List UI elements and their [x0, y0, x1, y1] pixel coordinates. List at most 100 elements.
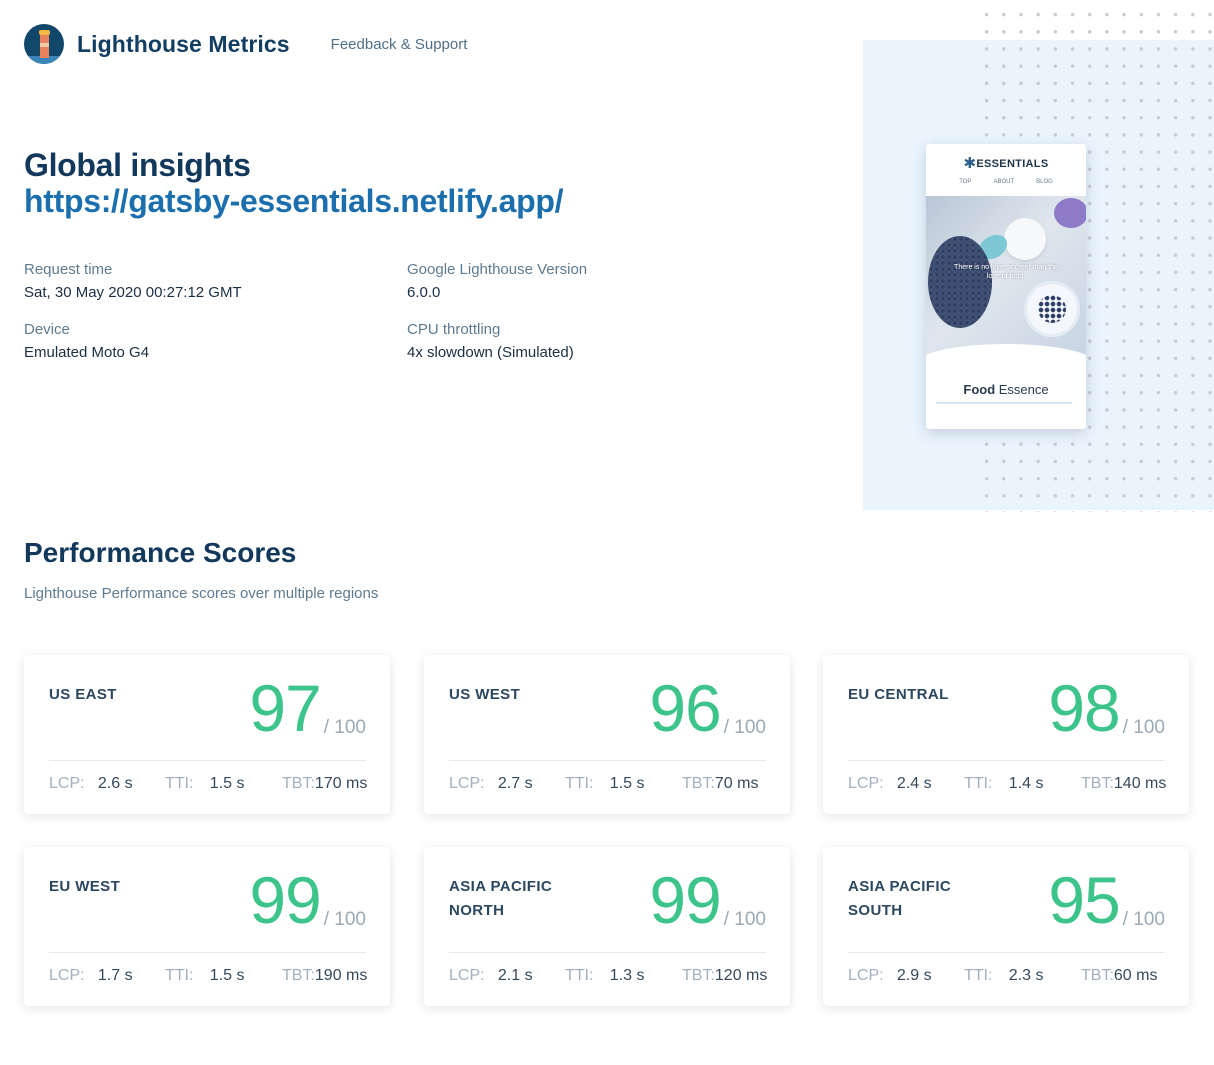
- metric-tbt: TBT:140 ms: [1081, 775, 1166, 793]
- metric-lcp: LCP: 2.9 s: [848, 967, 932, 985]
- lighthouse-version-value: 6.0.0: [407, 284, 441, 301]
- metric-value: 1.5 s: [209, 967, 245, 984]
- preview-nav-top: TOP: [959, 179, 972, 185]
- metric-lcp: LCP: 1.7 s: [49, 967, 133, 985]
- metric-value: 60 ms: [1113, 967, 1158, 984]
- region-name: US EAST: [49, 686, 117, 703]
- metric-lcp: LCP: 2.1 s: [449, 967, 533, 985]
- metric-value: 1.7 s: [97, 967, 133, 984]
- preview-nav-about: ABOUT: [993, 179, 1015, 185]
- request-time: Request time Sat, 30 May 2020 00:27:12 G…: [24, 261, 384, 301]
- metric-tbt: TBT:120 ms: [682, 967, 768, 985]
- score: 96/ 100: [649, 675, 766, 741]
- brand-title[interactable]: Lighthouse Metrics: [77, 30, 290, 57]
- performance-subtitle: Lighthouse Performance scores over multi…: [24, 585, 379, 602]
- card-divider: [848, 760, 1165, 761]
- metric-tbt: TBT:70 ms: [682, 775, 759, 793]
- score-card[interactable]: ASIA PACIFIC SOUTH 95/ 100 LCP: 2.9 s TTI: 2.3…: [823, 847, 1189, 1006]
- metric-tti: TTI: 1.4 s: [964, 775, 1043, 793]
- score-max: / 100: [323, 717, 366, 738]
- preview-nav-blog: BLOG: [1036, 179, 1053, 185]
- score-value: 95: [1048, 863, 1120, 937]
- card-divider: [449, 952, 766, 953]
- metric-label: LCP:: [848, 967, 884, 984]
- preview-hero-image: There is no love sincerer than the love …: [926, 196, 1086, 366]
- metric-value: 1.5 s: [209, 775, 245, 792]
- site-screenshot-preview: ✱ESSENTIALS TOP ABOUT BLOG There is no l…: [926, 144, 1086, 429]
- region-name: ASIA PACIFIC SOUTH: [848, 878, 952, 919]
- metric-label: LCP:: [449, 967, 485, 984]
- request-time-value: Sat, 30 May 2020 00:27:12 GMT: [24, 284, 242, 301]
- metric-value: 1.3 s: [609, 967, 645, 984]
- metric-label: TBT:: [1081, 775, 1114, 792]
- preview-tagline: There is no love sincerer than the love …: [954, 264, 1058, 280]
- region-name: ASIA PACIFIC NORTH: [449, 878, 553, 919]
- lighthouse-logo-icon[interactable]: [24, 24, 64, 64]
- score: 99/ 100: [249, 867, 366, 933]
- score-card[interactable]: EU WEST 99/ 100 LCP: 1.7 s TTI: 1.5 s TBT:190 …: [24, 847, 390, 1006]
- feedback-support-link[interactable]: Feedback & Support: [330, 35, 468, 53]
- cpu-throttling-label: CPU throttling: [407, 321, 501, 338]
- metric-value: 2.1 s: [497, 967, 533, 984]
- metric-label: TTI:: [165, 967, 194, 984]
- metric-value: 70 ms: [714, 775, 759, 792]
- region-name: EU CENTRAL: [848, 686, 949, 703]
- metric-value: 2.6 s: [97, 775, 133, 792]
- metric-tbt: TBT:170 ms: [282, 775, 368, 793]
- metric-value: 2.3 s: [1008, 967, 1044, 984]
- metric-label: LCP:: [49, 775, 85, 792]
- metric-lcp: LCP: 2.6 s: [49, 775, 133, 793]
- device-label: Device: [24, 321, 70, 338]
- score-value: 97: [249, 671, 321, 745]
- preview-site-name: ✱ESSENTIALS: [963, 155, 1049, 172]
- cpu-throttling: CPU throttling 4x slowdown (Simulated): [407, 321, 767, 361]
- score-max: / 100: [1122, 717, 1165, 738]
- score-card[interactable]: US EAST 97/ 100 LCP: 2.6 s TTI: 1.5 s TBT:170 …: [24, 655, 390, 814]
- metric-value: 120 ms: [714, 967, 768, 984]
- score-max: / 100: [1122, 909, 1165, 930]
- score-card[interactable]: US WEST 96/ 100 LCP: 2.7 s TTI: 1.5 s TBT:70 m…: [424, 655, 790, 814]
- score-card[interactable]: ASIA PACIFIC NORTH 99/ 100 LCP: 2.1 s TTI: 1.3…: [424, 847, 790, 1006]
- metric-tbt: TBT:190 ms: [282, 967, 367, 985]
- device: Device Emulated Moto G4: [24, 321, 384, 361]
- region-name: EU WEST: [49, 878, 121, 895]
- metric-tti: TTI: 1.5 s: [165, 967, 244, 985]
- metric-label: TBT:: [282, 967, 315, 984]
- score-value: 96: [649, 671, 721, 745]
- score-value: 99: [249, 863, 321, 937]
- site-header: Lighthouse Metrics Feedback & Support: [24, 24, 467, 64]
- performance-title: Performance Scores: [24, 537, 297, 568]
- lighthouse-version-label: Google Lighthouse Version: [407, 261, 588, 278]
- metric-value: 2.9 s: [896, 967, 932, 984]
- metric-label: TBT:: [682, 967, 715, 984]
- metric-value: 2.4 s: [896, 775, 932, 792]
- metric-value: 2.7 s: [497, 775, 533, 792]
- audited-url-link[interactable]: https://gatsby-essentials.netlify.app/: [24, 183, 564, 219]
- metric-lcp: LCP: 2.7 s: [449, 775, 533, 793]
- score-card[interactable]: EU CENTRAL 98/ 100 LCP: 2.4 s TTI: 1.4 s TBT:1…: [823, 655, 1189, 814]
- metric-value: 170 ms: [314, 775, 368, 792]
- metric-label: LCP:: [49, 967, 85, 984]
- metric-label: TTI:: [165, 775, 194, 792]
- metric-tti: TTI: 1.5 s: [565, 775, 644, 793]
- score: 95/ 100: [1048, 867, 1165, 933]
- preview-nav: TOP ABOUT BLOG: [926, 179, 1086, 185]
- cpu-throttling-value: 4x slowdown (Simulated): [407, 344, 574, 361]
- metric-tti: TTI: 1.3 s: [565, 967, 644, 985]
- metric-label: TBT:: [282, 775, 315, 792]
- card-divider: [49, 760, 366, 761]
- metric-label: TBT:: [682, 775, 715, 792]
- score-max: / 100: [323, 909, 366, 930]
- score: 99/ 100: [649, 867, 766, 933]
- device-value: Emulated Moto G4: [24, 344, 150, 361]
- metric-label: TTI:: [964, 775, 993, 792]
- snowflake-icon: ✱: [963, 155, 977, 172]
- metric-lcp: LCP: 2.4 s: [848, 775, 932, 793]
- score-value: 99: [649, 863, 721, 937]
- metric-value: 1.5 s: [609, 775, 645, 792]
- metric-label: TTI:: [964, 967, 993, 984]
- metric-tti: TTI: 1.5 s: [165, 775, 244, 793]
- card-divider: [848, 952, 1165, 953]
- metric-value: 1.4 s: [1008, 775, 1044, 792]
- card-divider: [49, 952, 366, 953]
